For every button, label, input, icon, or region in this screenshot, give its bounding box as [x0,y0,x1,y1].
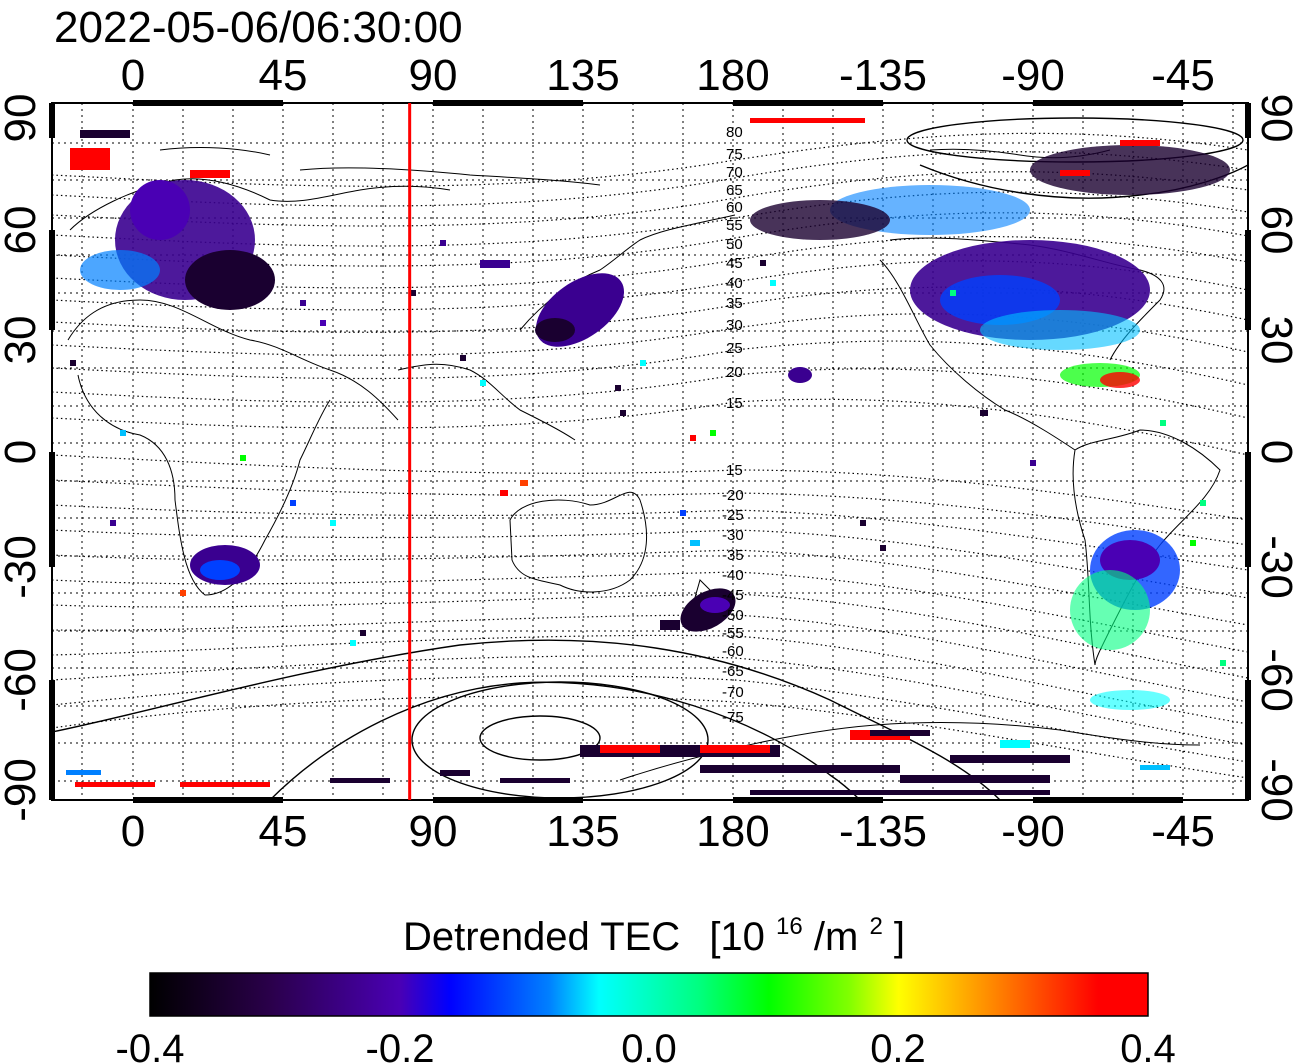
contour-label: 15 [726,395,743,412]
bottom-tick-label: 90 [409,807,458,856]
colorbar-unit-end: ] [894,915,905,959]
left-tick-label: 0 [0,440,45,464]
contour-label: 60 [726,199,743,216]
left-tick-label: -30 [0,535,45,599]
contour-label: -65 [722,663,744,680]
left-axis: 90 60 30 0 -30 -60 -90 [0,94,45,822]
contour-label: -70 [722,684,744,701]
colorbar-tick-label: 0.4 [1120,1027,1176,1064]
contour-label: -45 [722,587,744,604]
contour-label: 75 [726,146,743,163]
contour-label: 50 [726,236,743,253]
colorbar-unit-mid: /m [814,915,858,959]
right-tick-label: -60 [1252,648,1296,712]
bottom-tick-label: 0 [121,807,145,856]
contour-label: 55 [726,217,743,234]
bottom-tick-label: -135 [839,807,927,856]
colorbar-unit-exp2: 2 [869,913,882,940]
right-tick-label: 90 [1252,94,1296,143]
right-tick-label: 60 [1252,206,1296,255]
left-tick-label: -90 [0,758,45,822]
top-tick-label: -90 [1001,51,1065,100]
bottom-tick-label: 45 [259,807,308,856]
contour-label: -30 [722,527,744,544]
contour-label: -55 [722,625,744,642]
contour-labels-north: 80 75 70 65 60 55 50 45 40 35 30 25 20 1… [726,124,743,412]
colorbar-gradient [149,972,1149,1017]
contour-label: 45 [726,255,743,272]
contour-label: 70 [726,164,743,181]
right-tick-label: -90 [1252,758,1296,822]
top-tick-label: 45 [259,51,308,100]
contour-label: 15 [726,462,743,479]
contour-label: 25 [726,340,743,357]
contour-label: -25 [722,507,744,524]
left-tick-label: 60 [0,206,45,255]
bottom-tick-label: -45 [1151,807,1215,856]
contour-label: -60 [722,643,744,660]
contour-label: 20 [726,364,743,381]
magnetic-contours [52,132,1248,779]
colorbar-title: Detrended TEC [10 16 /m 2 ] [403,899,905,959]
colorbar-unit-exp: 16 [776,913,803,940]
top-tick-label: 180 [696,51,769,100]
contour-label: 35 [726,295,743,312]
left-tick-label: 90 [0,94,45,143]
contour-labels-south: 15 -20 -25 -30 -35 -40 -45 -50 -55 -60 -… [722,462,744,726]
top-tick-label: 0 [121,51,145,100]
top-tick-label: -135 [839,51,927,100]
contour-label: 65 [726,182,743,199]
colorbar-tick-label: -0.2 [366,1027,435,1064]
map-contents [52,103,1248,800]
map-frame [51,102,1249,801]
contour-label: -75 [722,709,744,726]
bottom-tick-label: -90 [1001,807,1065,856]
contour-label: -20 [722,487,744,504]
right-axis: 90 60 30 0 -30 -60 -90 [1252,94,1296,822]
contour-label: -35 [722,547,744,564]
colorbar-unit-base: [10 [709,915,765,959]
right-tick-label: 30 [1252,316,1296,365]
bottom-tick-label: 135 [546,807,619,856]
colorbar-tick-label: -0.4 [116,1027,185,1064]
timestamp-title: 2022-05-06/06:30:00 [54,3,463,52]
right-tick-label: -30 [1252,535,1296,599]
colorbar: Detrended TEC [10 16 /m 2 ] -0.4 -0.2 0.… [116,899,1176,1064]
right-tick-label: 0 [1252,440,1296,464]
contour-label: -40 [722,567,744,584]
top-tick-label: -45 [1151,51,1215,100]
tec-data [66,118,1230,795]
contour-label: 30 [726,317,743,334]
top-tick-label: 90 [409,51,458,100]
top-tick-label: 135 [546,51,619,100]
contour-label: 40 [726,275,743,292]
colorbar-tick-label: 0.0 [621,1027,677,1064]
frame-bars [49,100,1251,803]
contour-label: 80 [726,124,743,141]
bottom-axis: 0 45 90 135 180 -135 -90 -45 [121,807,1215,856]
colorbar-title-text: Detrended TEC [403,915,680,959]
bottom-tick-label: 180 [696,807,769,856]
top-axis: 0 45 90 135 180 -135 -90 -45 [121,51,1215,100]
contour-label: -50 [722,607,744,624]
left-tick-label: -60 [0,648,45,712]
colorbar-tick-label: 0.2 [870,1027,926,1064]
left-tick-label: 30 [0,316,45,365]
